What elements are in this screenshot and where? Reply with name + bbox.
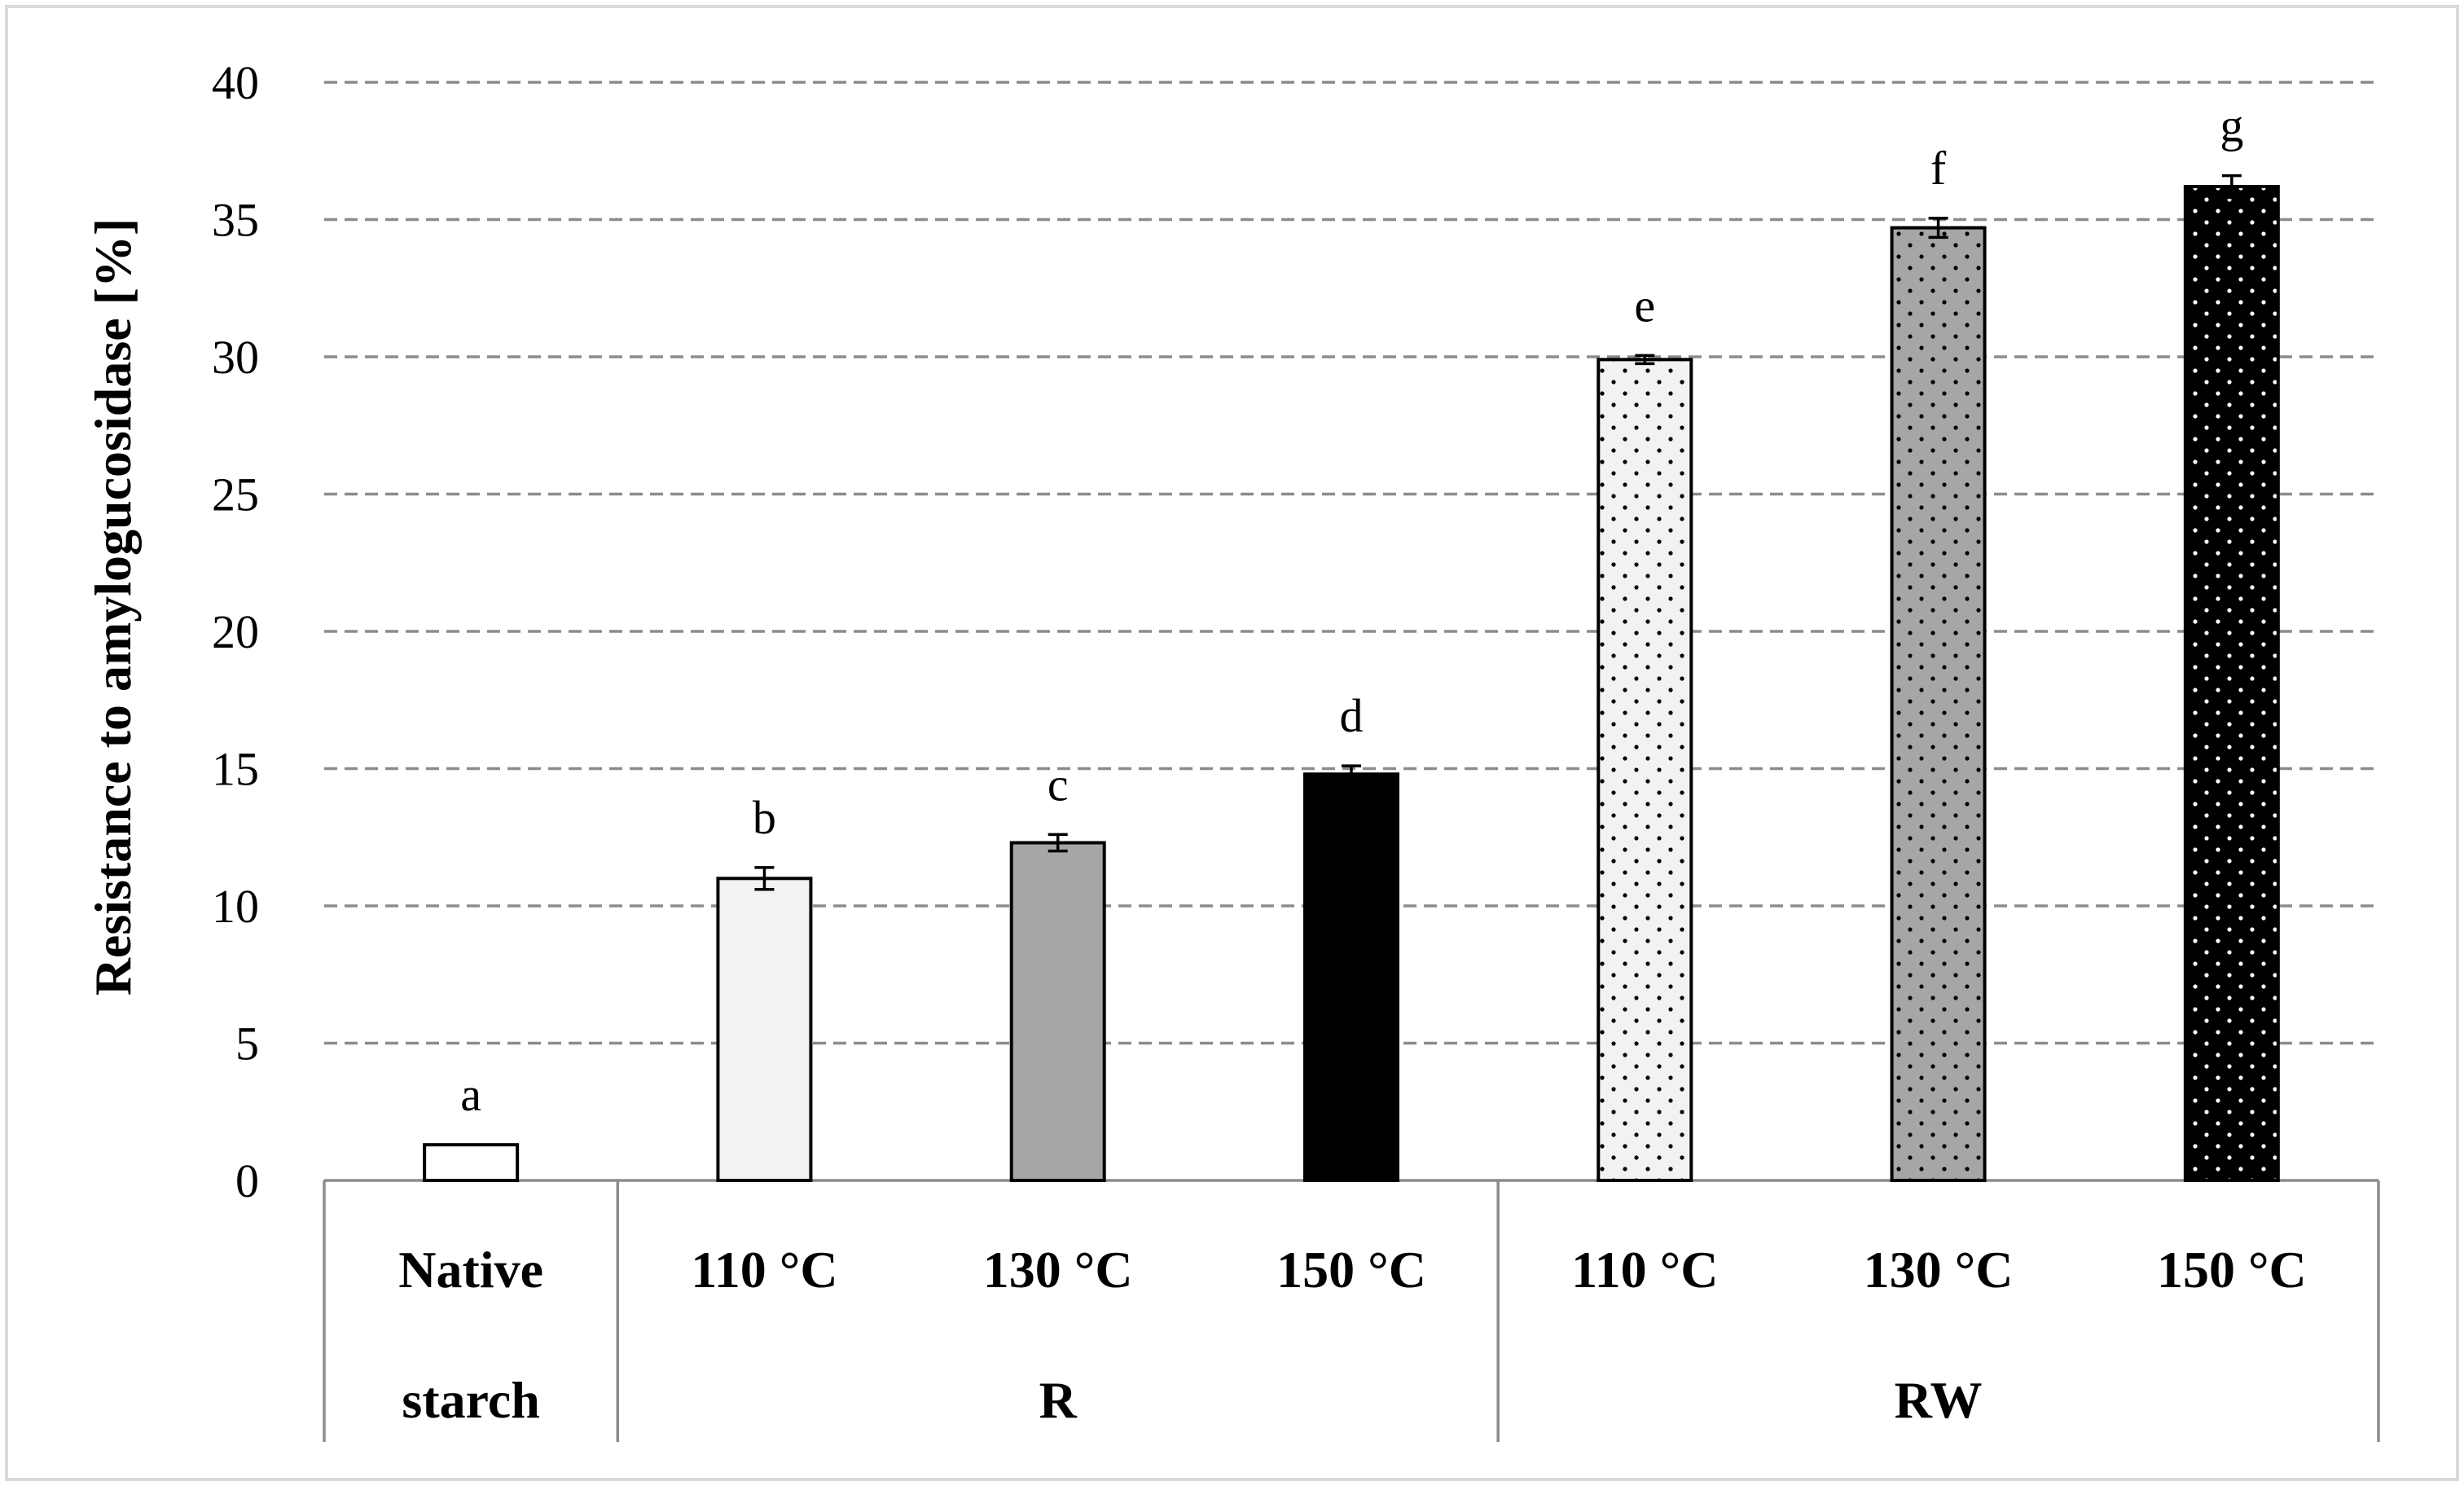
y-tick-label: 25 <box>212 468 259 521</box>
y-tick-label: 35 <box>212 194 259 247</box>
significance-letter: e <box>1634 279 1655 332</box>
significance-letter: d <box>1340 689 1364 742</box>
significance-letter: f <box>1930 142 1947 195</box>
group-label: R <box>1039 1371 1078 1429</box>
y-axis-label: Resistance to amylogucosidase [%] <box>84 218 142 996</box>
significance-letter: a <box>460 1068 481 1121</box>
significance-letter: c <box>1048 758 1069 811</box>
category-label: Native <box>398 1241 543 1299</box>
bar <box>1009 841 1106 1182</box>
y-tick-label: 5 <box>235 1018 259 1070</box>
significance-letter: b <box>753 791 776 844</box>
category-label: starch <box>402 1371 539 1429</box>
y-tick-label: 30 <box>212 331 259 384</box>
group-label: RW <box>1895 1371 1983 1429</box>
y-tick-label: 20 <box>212 605 259 658</box>
significance-letter: g <box>2220 99 2243 152</box>
category-label: 110 °C <box>1571 1241 1718 1299</box>
chart-border <box>5 5 2459 1481</box>
bar <box>1303 772 1399 1182</box>
y-tick-label: 15 <box>212 743 259 796</box>
bar <box>1890 226 1987 1182</box>
category-label: 130 °C <box>1864 1241 2014 1299</box>
y-tick-label: 40 <box>212 56 259 109</box>
category-label: 150 °C <box>1276 1241 1426 1299</box>
category-label: 110 °C <box>691 1241 837 1299</box>
y-tick-label: 0 <box>235 1154 259 1207</box>
bar <box>1597 358 1693 1182</box>
category-label: 150 °C <box>2157 1241 2307 1299</box>
y-tick-label: 10 <box>212 880 259 933</box>
category-label: 130 °C <box>983 1241 1133 1299</box>
bar <box>716 877 813 1183</box>
bar <box>2183 185 2280 1182</box>
bar <box>423 1143 520 1182</box>
